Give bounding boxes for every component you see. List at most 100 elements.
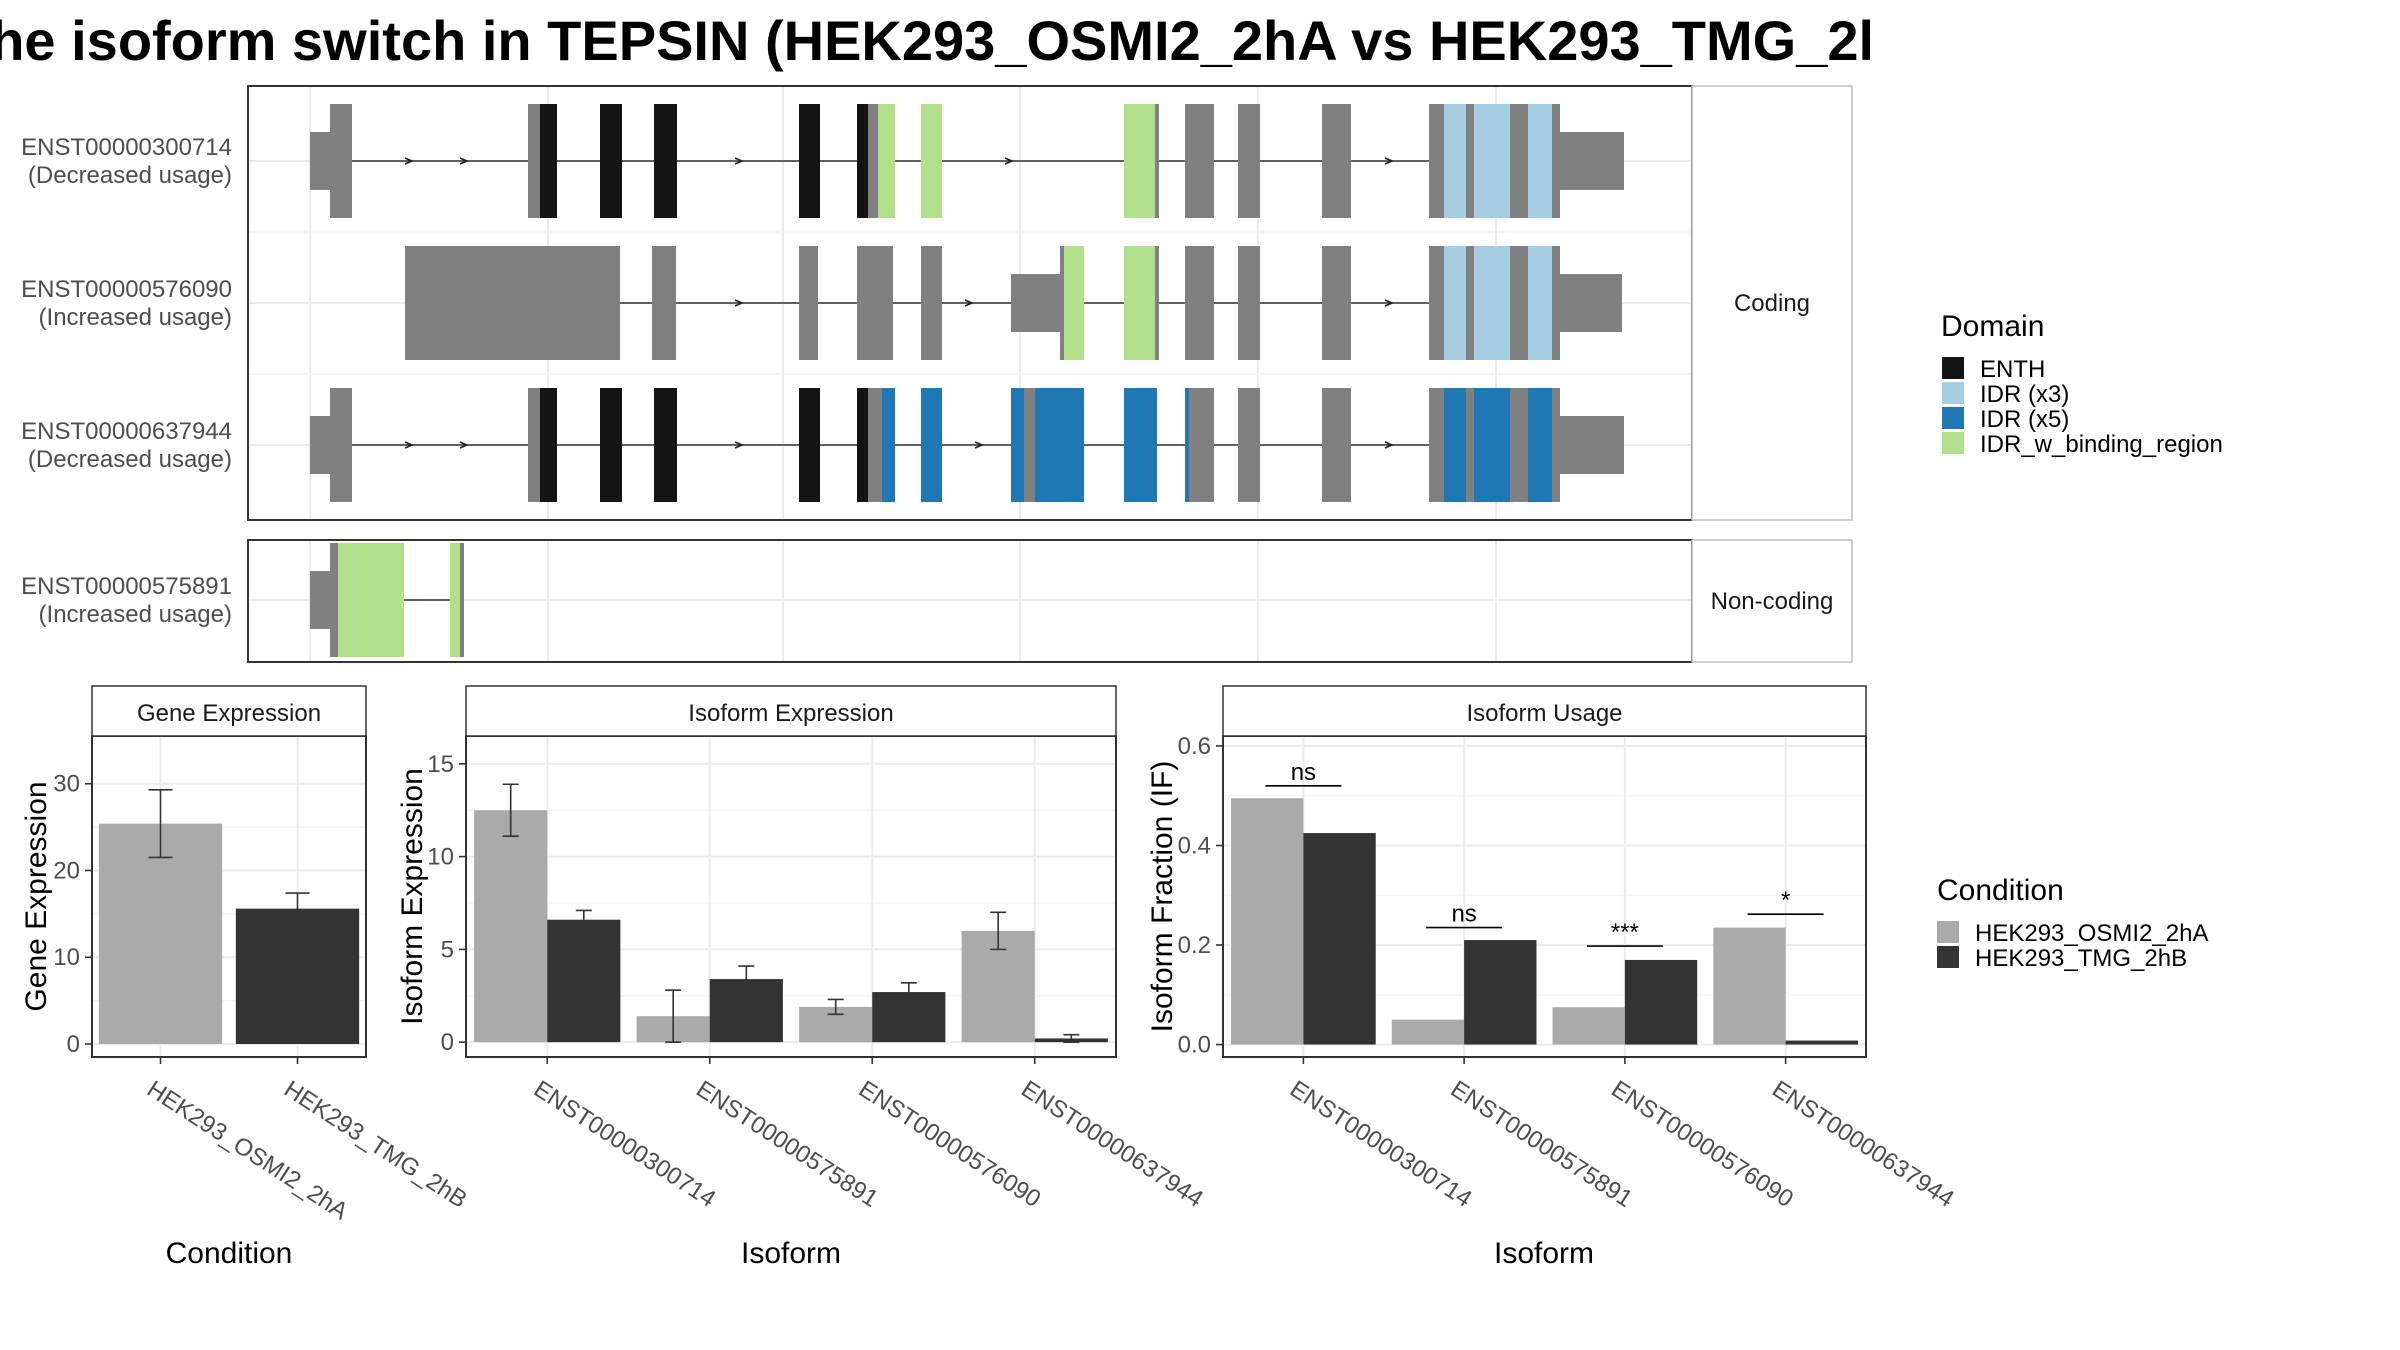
y-tick-label: 0 [67,1031,80,1058]
domain-block [882,388,895,502]
domain-block [1528,104,1552,218]
significance-label: * [1781,887,1790,914]
transcript-id-label: ENST00000300714 [21,134,232,161]
exon-block [1466,388,1474,502]
y-tick-label: 0.2 [1178,932,1211,959]
facet-label: Non-coding [1711,588,1834,615]
domain-block [1185,388,1189,502]
x-tick-label: ENST00000637944 [1016,1075,1208,1212]
plot-title: The isoform switch in TEPSIN (HEK293_OSM… [0,9,1870,72]
exon-block [1510,388,1528,502]
legend-domain-swatch [1942,432,1964,454]
y-axis-title: Gene Expression [20,781,53,1011]
bar [1713,927,1786,1045]
domain-block [921,104,942,218]
exon-block [330,543,338,657]
intron-arrow [734,299,745,307]
bar [1303,833,1376,1045]
domain-block [540,388,557,502]
x-axis-title: Isoform [1494,1237,1594,1270]
intron-arrow [734,157,745,165]
x-axis-title: Condition [166,1237,293,1270]
exon-block [1560,132,1624,190]
exon-block [1155,104,1159,218]
exon-block [310,571,330,629]
y-tick-label: 0.6 [1178,733,1211,760]
exon-block [460,543,464,657]
exon-block [1322,388,1351,502]
exon-block [1552,388,1560,502]
exon-block [921,246,942,360]
exon-block [1011,274,1060,332]
domain-block [1011,388,1024,502]
exon-block [310,132,330,190]
exon-block [1322,104,1351,218]
y-tick-label: 10 [53,944,80,971]
transcript-id-label: ENST00000637944 [21,418,232,445]
transcript-id-label: ENST00000576090 [21,276,232,303]
bar [474,810,548,1043]
domain-block [1124,246,1155,360]
domain-block [1124,388,1157,502]
legend-condition-swatch [1937,921,1959,943]
intron-arrow [404,157,415,165]
chart-title: Isoform Expression [688,700,893,727]
facet-label: Coding [1734,290,1810,317]
transcript-usage-label: (Increased usage) [39,304,232,331]
legend-domain-label: ENTH [1980,356,2045,383]
domain-block [1124,104,1155,218]
exon-block [1510,104,1528,218]
exon-block [799,246,818,360]
facet-strip [1691,539,1853,663]
exon-block [857,246,893,360]
significance-label: ns [1291,759,1316,786]
exon-block [405,246,620,360]
exon-block [528,104,540,218]
exon-block [1552,246,1560,360]
chart-title-strip [465,685,1117,737]
exon-block [1060,246,1064,360]
exon-block [528,388,540,502]
exon-block [1155,246,1159,360]
exon-block [1552,104,1560,218]
bar [98,823,223,1044]
domain-block [1528,246,1552,360]
exon-block [1429,388,1444,502]
transcript-usage-label: (Decreased usage) [28,162,232,189]
bar [1624,959,1698,1045]
y-tick-label: 20 [53,857,80,884]
exon-block [652,246,676,360]
exon-block [330,104,352,218]
domain-block [1035,388,1084,502]
domain-block [799,388,820,502]
y-axis-title: Isoform Fraction (IF) [1146,761,1179,1033]
legend-domain-label: IDR (x5) [1980,406,2069,433]
y-tick-label: 15 [427,751,454,778]
domain-block [857,388,868,502]
bar [1552,1007,1625,1045]
domain-block [1474,388,1510,502]
domain-block [600,104,622,218]
exon-block [1560,416,1624,474]
domain-block [450,543,460,657]
domain-block [654,388,677,502]
facet-strip [1691,85,1853,521]
bar [1464,940,1537,1045]
legend-condition-label: HEK293_OSMI2_2hA [1975,920,2208,947]
y-tick-label: 0.4 [1178,832,1211,859]
bar [1391,1019,1465,1045]
exon-block [868,388,882,502]
intron-arrow [734,441,745,449]
exon-block [1238,104,1260,218]
domain-block [921,388,942,502]
bar [1785,1040,1858,1045]
legend-condition-swatch [1937,946,1959,968]
intron-arrow [459,441,470,449]
exon-block [330,388,352,502]
intron-arrow [964,299,975,307]
transcript-usage-label: (Decreased usage) [28,446,232,473]
legend-domain-swatch [1942,407,1964,429]
intron-arrow [1384,441,1395,449]
domain-block [857,104,868,218]
